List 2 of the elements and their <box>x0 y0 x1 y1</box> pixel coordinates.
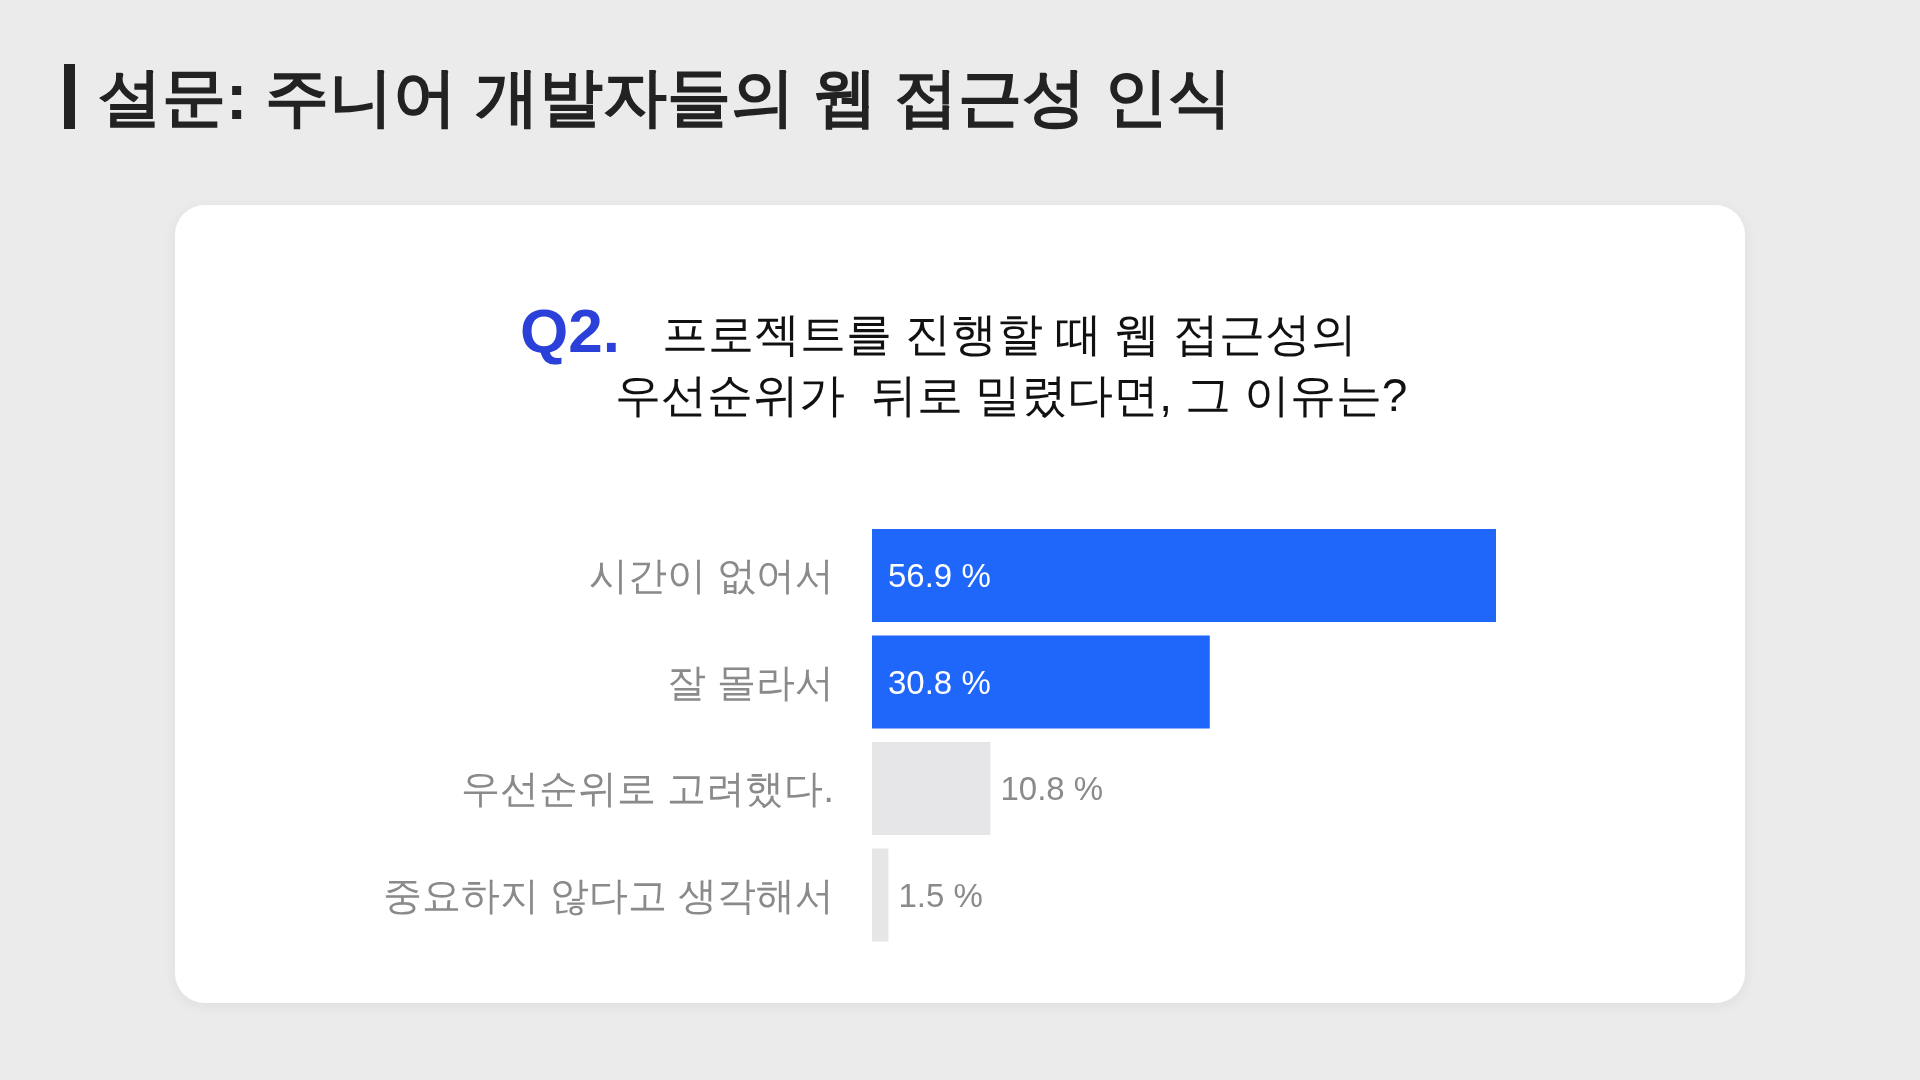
title: 설문: 주니어 개발자들의 웹 접근성 인식 <box>98 61 1233 133</box>
subtitle-number: Q2. <box>520 296 620 365</box>
